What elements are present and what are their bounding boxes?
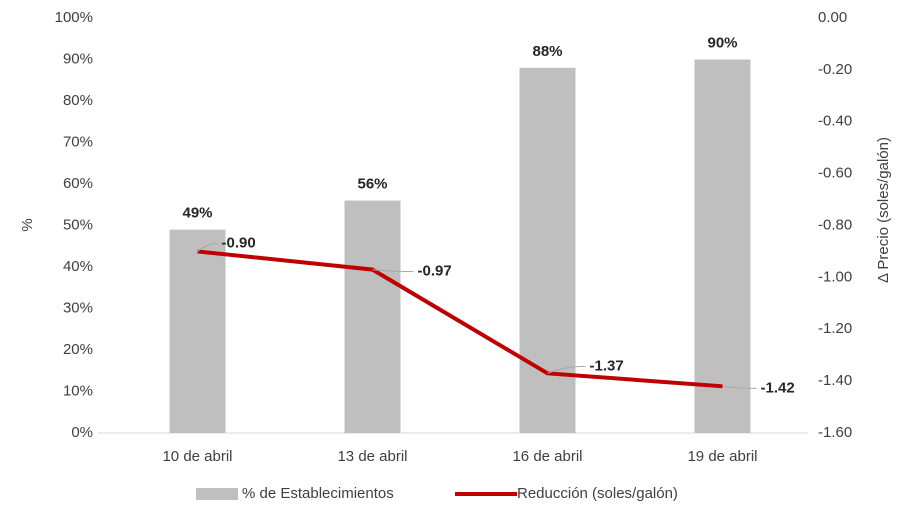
y-tick-label: 10% (63, 382, 93, 399)
y2-tick-label: 0.00 (818, 9, 847, 26)
y-tick-label: 90% (63, 50, 93, 67)
bar (344, 200, 401, 433)
line (197, 249, 723, 389)
y-tick-label: 20% (63, 341, 93, 358)
bar-label: 88% (532, 43, 562, 60)
y2-tick-label: -1.40 (818, 372, 852, 389)
y2-tick-label: -1.20 (818, 320, 852, 337)
bar-label: 49% (182, 205, 212, 222)
y2-tick-label: -0.80 (818, 216, 852, 233)
y-tick-label: 80% (63, 92, 93, 109)
y-axis-title: % (19, 218, 36, 231)
line-label: -0.97 (418, 263, 452, 280)
y-tick-label: 70% (63, 133, 93, 150)
x-tick-label: 16 de abril (512, 448, 582, 465)
y-tick-label: 40% (63, 258, 93, 275)
legend-label: % de Establecimientos (242, 485, 394, 502)
legend-swatch (196, 488, 238, 500)
bar-label: 56% (357, 176, 387, 193)
bar (519, 67, 576, 434)
y2-tick-label: -1.00 (818, 268, 852, 285)
leader-line (547, 365, 586, 374)
y-tick-label: 0% (71, 424, 93, 441)
bar-label: 90% (707, 34, 737, 51)
y-tick-label: 60% (63, 175, 93, 192)
leader-line (722, 385, 757, 389)
line-label: -1.37 (590, 357, 624, 374)
x-tick-label: 13 de abril (337, 448, 407, 465)
y2-tick-label: -0.60 (818, 165, 852, 182)
y-tick-label: 50% (63, 216, 93, 233)
leader-line (197, 242, 218, 252)
y-tick-label: 30% (63, 299, 93, 316)
leader-line (372, 269, 414, 273)
x-tick-label: 19 de abril (687, 448, 757, 465)
bar (694, 59, 751, 433)
x-tick-label: 10 de abril (162, 448, 232, 465)
line-label: -1.42 (761, 379, 795, 396)
y2-axis-title: Δ Precio (soles/galón) (875, 137, 892, 283)
line-label: -0.90 (222, 234, 256, 251)
bar (169, 229, 226, 433)
y2-tick-label: -0.20 (818, 61, 852, 78)
legend-label: Reducción (soles/galón) (517, 485, 678, 502)
y2-tick-label: -1.60 (818, 424, 852, 441)
y2-tick-label: -0.40 (818, 113, 852, 130)
y-tick-label: 100% (55, 9, 93, 26)
